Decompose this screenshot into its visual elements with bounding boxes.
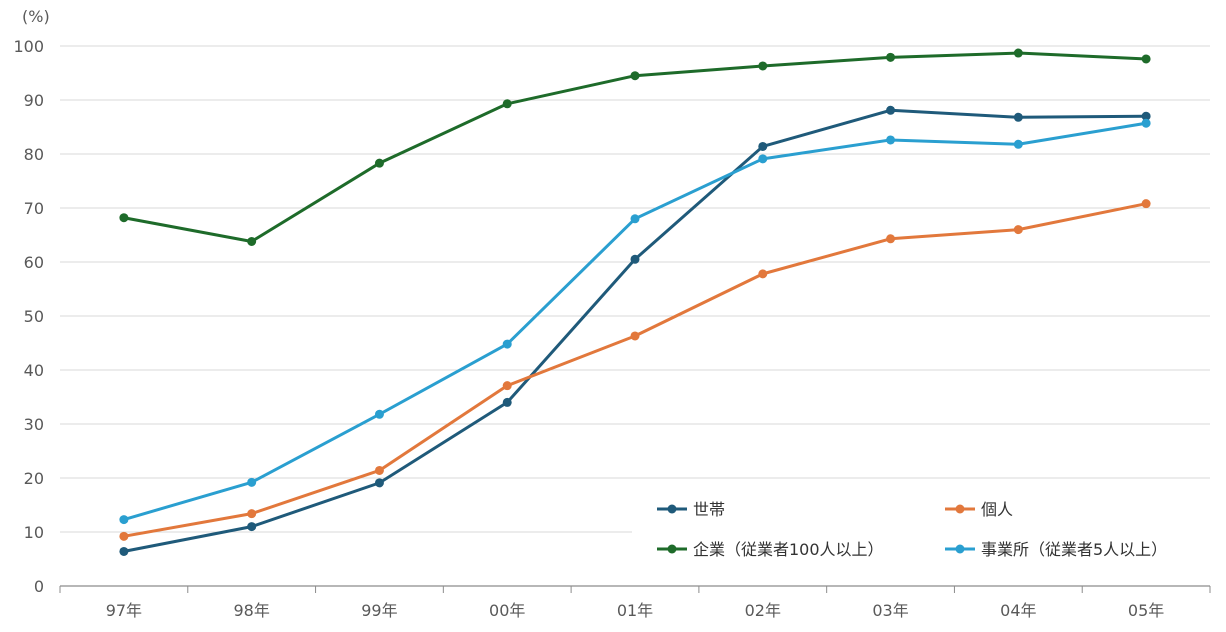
y-tick-label: 10: [24, 523, 44, 542]
data-point: [758, 269, 768, 279]
x-axis: [59, 585, 1211, 593]
data-point: [374, 465, 384, 475]
data-point: [758, 61, 768, 71]
data-point: [1141, 118, 1151, 128]
data-point: [119, 531, 129, 541]
series-lines: [119, 48, 1151, 556]
y-tick-label: 50: [24, 307, 44, 326]
data-point: [247, 522, 257, 532]
data-point: [630, 254, 640, 264]
data-point: [502, 397, 512, 407]
series-line: [122, 51, 1148, 243]
data-point: [886, 234, 896, 244]
legend-item: 世帯: [657, 500, 725, 519]
x-tick-label: 00年: [489, 601, 525, 620]
legend-label: 事業所（従業者5人以上）: [981, 540, 1167, 559]
legend-label: 企業（従業者100人以上）: [693, 540, 884, 559]
legend-label: 世帯: [693, 500, 725, 519]
y-tick-label: 90: [24, 91, 44, 110]
y-tick-label: 30: [24, 415, 44, 434]
data-point: [374, 158, 384, 168]
data-point: [247, 477, 257, 487]
x-tick-label: 98年: [233, 601, 269, 620]
series-1: [119, 199, 1151, 541]
legend-item: 個人: [945, 500, 1013, 519]
data-point: [1013, 48, 1023, 58]
series-2: [119, 48, 1151, 246]
x-axis-tick-labels: 97年 98年 99年 00年 01年 02年 03年 04年 05年: [106, 601, 1165, 620]
data-point: [374, 409, 384, 419]
data-point: [886, 135, 896, 145]
x-tick-label: 02年: [745, 601, 781, 620]
legend-label: 個人: [981, 500, 1013, 519]
y-tick-label: 80: [24, 145, 44, 164]
legend-item: 企業（従業者100人以上）: [657, 540, 884, 559]
data-point: [630, 331, 640, 341]
legend-swatch-marker: [955, 544, 965, 554]
y-tick-label: 0: [34, 577, 44, 596]
x-tick-label: 05年: [1128, 601, 1164, 620]
data-point: [502, 381, 512, 391]
y-tick-label: 70: [24, 199, 44, 218]
y-axis-tick-labels: 0 10 20 30 40 50 60 70 80 90 100: [13, 37, 44, 596]
data-point: [758, 141, 768, 151]
data-point: [119, 213, 129, 223]
data-point: [1141, 111, 1151, 121]
legend-item: 事業所（従業者5人以上）: [945, 540, 1167, 559]
legend-swatch-marker: [667, 544, 677, 554]
y-tick-label: 60: [24, 253, 44, 272]
data-point: [1013, 225, 1023, 235]
legend-background: [632, 488, 1210, 570]
series-line: [122, 108, 1148, 553]
series-line: [122, 121, 1148, 522]
y-tick-label: 40: [24, 361, 44, 380]
x-tick-label: 97年: [106, 601, 142, 620]
data-point: [1141, 199, 1151, 209]
data-point: [374, 478, 384, 488]
data-point: [630, 71, 640, 81]
y-tick-label: 20: [24, 469, 44, 488]
series-3: [119, 118, 1151, 525]
series-0: [119, 105, 1151, 556]
legend-swatch-marker: [955, 504, 965, 514]
data-point: [119, 546, 129, 556]
data-point: [630, 214, 640, 224]
y-axis-unit-label: (%): [22, 7, 50, 26]
x-tick-label: 04年: [1000, 601, 1036, 620]
data-point: [758, 154, 768, 164]
data-point: [502, 99, 512, 109]
x-tick-label: 99年: [361, 601, 397, 620]
data-point: [119, 515, 129, 525]
data-point: [1013, 139, 1023, 149]
gridlines: [60, 45, 1210, 533]
data-point: [1141, 54, 1151, 64]
data-point: [502, 339, 512, 349]
data-point: [886, 52, 896, 62]
data-point: [247, 236, 257, 246]
data-point: [1013, 112, 1023, 122]
y-tick-label: 100: [13, 37, 44, 56]
x-tick-label: 01年: [617, 601, 653, 620]
x-tick-label: 03年: [872, 601, 908, 620]
data-point: [886, 105, 896, 115]
data-point: [247, 509, 257, 519]
legend-swatch-marker: [667, 504, 677, 514]
